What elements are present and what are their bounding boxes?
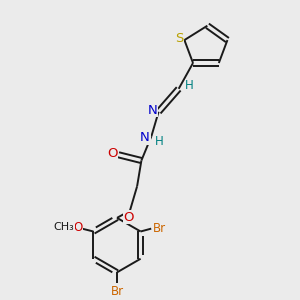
Text: H: H — [155, 135, 164, 148]
Text: Br: Br — [110, 284, 124, 298]
Text: O: O — [123, 211, 134, 224]
Text: S: S — [175, 32, 183, 45]
Text: H: H — [185, 80, 194, 92]
Text: N: N — [140, 131, 150, 144]
Text: O: O — [73, 221, 82, 234]
Text: N: N — [147, 104, 157, 117]
Text: CH₃: CH₃ — [54, 222, 74, 232]
Text: O: O — [107, 147, 117, 160]
Text: Br: Br — [153, 222, 166, 235]
